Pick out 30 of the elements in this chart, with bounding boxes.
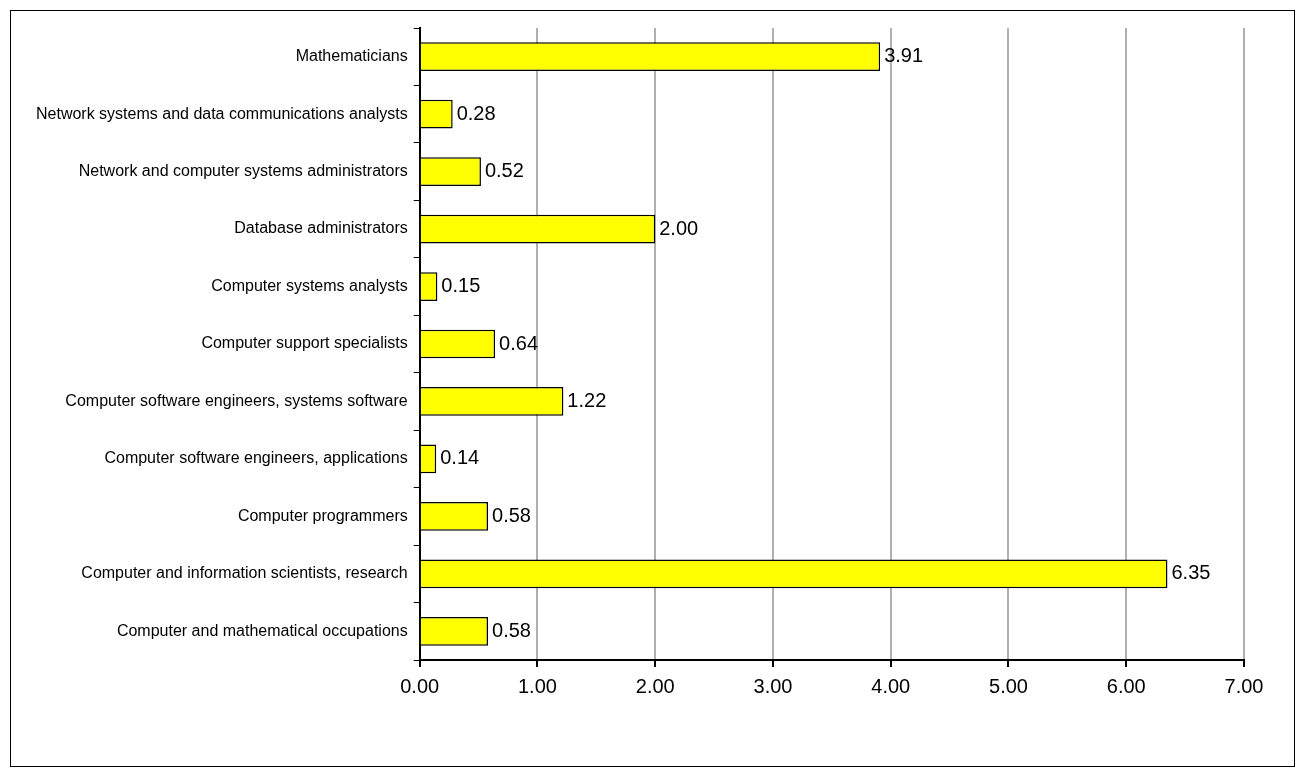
- x-tick-label: 7.00: [1224, 674, 1264, 697]
- data-label: 6.35: [1171, 561, 1211, 584]
- y-tick-label: Computer programmers: [237, 506, 408, 524]
- data-label: 0.14: [440, 446, 480, 469]
- y-tick-label: Computer and information scientists, research: [81, 564, 408, 582]
- data-label: 0.52: [484, 159, 524, 182]
- data-label: 0.58: [492, 503, 531, 526]
- y-tick-label: Database administrators: [234, 219, 408, 237]
- data-label: 2.00: [659, 216, 699, 239]
- x-tick-label: 2.00: [635, 674, 675, 697]
- y-tick-label: Computer systems analysts: [211, 276, 408, 294]
- y-tick-label: Computer support specialists: [201, 334, 408, 352]
- y-tick-label: Mathematicians: [295, 47, 408, 65]
- x-tick-label: 1.00: [518, 674, 557, 697]
- y-tick-label: Computer software engineers, systems software: [65, 391, 408, 409]
- data-label: 3.91: [884, 44, 924, 67]
- y-tick-label: Computer and mathematical occupations: [116, 621, 408, 639]
- data-label: 0.15: [441, 274, 481, 297]
- x-tick-label: 3.00: [753, 674, 793, 697]
- data-label: 0.58: [492, 618, 531, 641]
- x-tick-label: 4.00: [871, 674, 911, 697]
- y-tick-label: Computer software engineers, applications: [104, 449, 408, 467]
- x-tick-label: 5.00: [989, 674, 1028, 697]
- data-label: 1.22: [567, 388, 607, 411]
- x-tick-label: 0.00: [400, 674, 440, 697]
- x-tick-label: 6.00: [1106, 674, 1146, 697]
- y-tick-label: Network systems and data communications analysts: [35, 104, 408, 122]
- data-label: 0.28: [456, 101, 496, 124]
- y-tick-label: Network and computer systems administrators: [78, 162, 408, 180]
- data-label: 0.64: [499, 331, 539, 354]
